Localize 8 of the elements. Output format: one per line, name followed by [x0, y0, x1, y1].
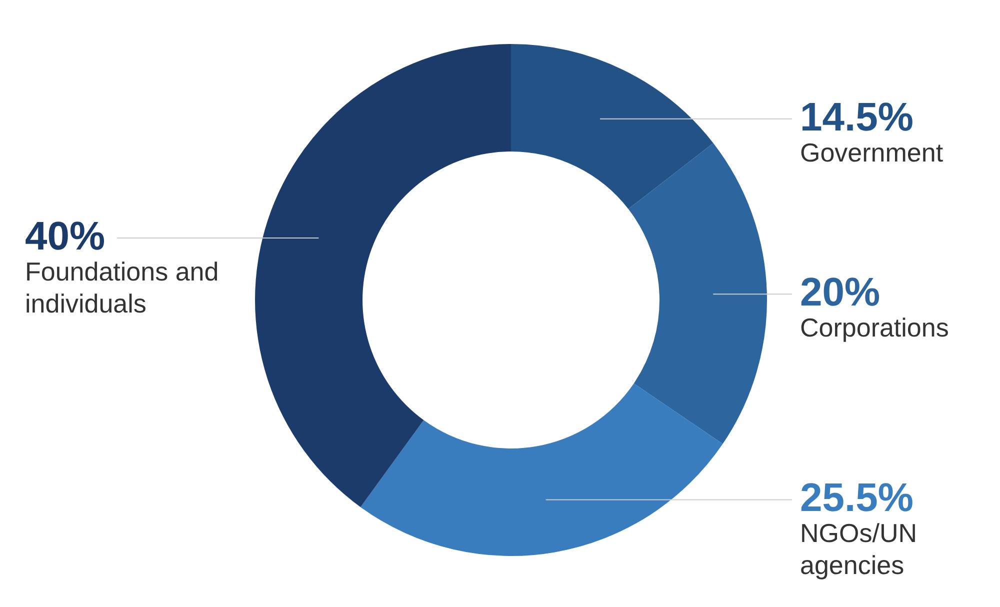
data-label: 20% [800, 270, 880, 315]
data-label: 25.5% [800, 476, 914, 520]
data-label: 40% [25, 214, 106, 259]
data-label: 14.5% [800, 95, 914, 140]
slice-label: Government [800, 137, 944, 168]
slice-label: Corporations [800, 312, 949, 343]
slice-label: NGOs/UN agencies [800, 518, 917, 580]
slice-label: Foundations and individuals [25, 256, 219, 319]
